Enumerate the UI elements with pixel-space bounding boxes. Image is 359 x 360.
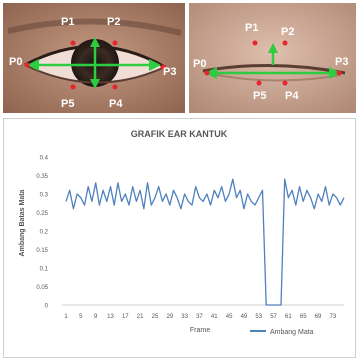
y-tick-label: 0.35	[36, 174, 48, 180]
x-tick-label: 65	[300, 314, 307, 320]
x-tick-label: 45	[226, 314, 233, 320]
label-p0: P0	[193, 58, 206, 70]
y-tick-label: 0.2	[40, 230, 49, 236]
label-p0: P0	[9, 56, 22, 68]
x-tick-label: 73	[330, 314, 337, 320]
label-p2: P2	[281, 26, 294, 38]
x-tick-label: 29	[166, 314, 173, 320]
y-tick-label: 0.05	[36, 285, 48, 291]
label-p5: P5	[253, 90, 266, 102]
eyelash-shadow	[206, 72, 342, 82]
landmark-p3	[336, 70, 342, 76]
x-tick-label: 17	[122, 314, 129, 320]
landmark-p0	[24, 62, 30, 68]
y-axis-label: Ambang Batas Mata	[19, 189, 26, 256]
x-axis-label: Frame	[190, 327, 210, 334]
y-tick-label: 0.25	[36, 211, 48, 217]
x-tick-label: 37	[196, 314, 203, 320]
x-tick-label: 69	[315, 314, 322, 320]
y-tick-label: 0	[45, 304, 49, 310]
arrow-head-left-icon	[27, 59, 39, 71]
chart-marks: 0 0.05 0.1 0.15 0.2 0.25 0.3 0.35 0.4 1 5 9 13 17 21 25…	[36, 156, 345, 320]
x-tick-label: 1	[64, 314, 68, 320]
x-tick-label: 13	[107, 314, 114, 320]
x-tick-label: 41	[211, 314, 218, 320]
y-tick-label: 0.4	[40, 156, 49, 162]
x-tick-label: 61	[285, 314, 292, 320]
landmark-p4	[112, 84, 118, 90]
landmark-p3	[160, 64, 166, 70]
y-tick-label: 0.15	[36, 248, 48, 254]
chart-title: GRAFIK EAR KANTUK	[131, 129, 228, 139]
label-p2: P2	[107, 16, 120, 28]
label-p3: P3	[335, 56, 348, 68]
x-tick-label: 49	[241, 314, 248, 320]
label-p3: P3	[163, 66, 176, 78]
x-tick-label: 57	[270, 314, 277, 320]
landmark-p1	[70, 40, 76, 46]
eyebrow-shadow	[7, 18, 182, 36]
x-tick-label: 53	[255, 314, 262, 320]
landmark-p5	[256, 80, 262, 86]
landmark-p4	[282, 80, 288, 86]
arrow-head-right-icon	[329, 67, 341, 79]
arrow-head-up-icon	[268, 43, 278, 53]
landmark-p0	[204, 70, 210, 76]
arrow-head-right-icon	[149, 59, 161, 71]
eye-photo-closed: P0 P1 P2 P3 P4 P5	[189, 3, 356, 113]
landmark-p2	[282, 40, 288, 46]
label-p1: P1	[245, 22, 258, 34]
x-tick-label: 9	[94, 314, 98, 320]
label-p4: P4	[109, 98, 123, 110]
y-tick-label: 0.1	[40, 267, 49, 273]
ear-line-chart: GRAFIK EAR KANTUK Ambang Batas Mata Fram…	[19, 129, 345, 336]
arrow-head-down-icon	[90, 79, 100, 89]
chart-area: GRAFIK EAR KANTUK Ambang Batas Mata Fram…	[3, 118, 356, 358]
x-tick-label: 25	[152, 314, 159, 320]
label-p4: P4	[285, 90, 299, 102]
landmark-p1	[252, 40, 258, 46]
landmark-p5	[70, 84, 76, 90]
x-tick-label: 33	[181, 314, 188, 320]
x-tick-label: 21	[137, 314, 144, 320]
legend-label: Ambang Mata	[270, 329, 314, 336]
arrow-head-up-icon	[90, 37, 100, 47]
x-tick-label: 5	[79, 314, 83, 320]
label-p1: P1	[61, 16, 74, 28]
arrow-head-left-icon	[205, 67, 217, 79]
label-p5: P5	[61, 98, 74, 110]
eye-photo-open: P0 P1 P2 P3 P4 P5	[3, 3, 185, 113]
series-line	[65, 178, 345, 306]
y-tick-label: 0.3	[40, 193, 49, 199]
landmark-p2	[112, 40, 118, 46]
